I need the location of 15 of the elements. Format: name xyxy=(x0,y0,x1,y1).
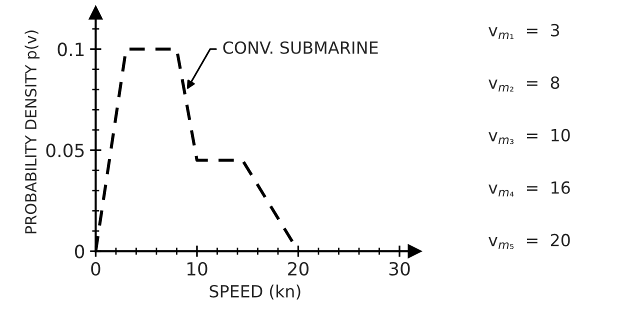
text: v$_{m₅}$ = 20 xyxy=(488,234,570,250)
x-tick-label: 30 xyxy=(389,262,410,276)
text: v$_{m₁}$ = 3 xyxy=(488,24,560,40)
y-tick-label: 0 xyxy=(74,244,84,258)
text: v$_{m₂}$ = 8 xyxy=(488,76,560,92)
x-axis-title: SPEED (kn) xyxy=(210,284,300,300)
x-tick-label: 20 xyxy=(288,262,309,276)
annotation: CONV. SUBMARINE xyxy=(223,41,378,54)
text: v$_{m₃}$ = 10 xyxy=(488,128,570,144)
text: v$_{m₄}$ = 16 xyxy=(488,181,570,196)
x-tick-label: 0 xyxy=(91,262,100,276)
y-tick-label: 0.1 xyxy=(58,42,84,56)
y-tick-label: 0.05 xyxy=(46,144,84,158)
x-tick-label: 10 xyxy=(187,262,208,276)
y-axis-title: PROBABILITY DENSITY p(v) xyxy=(24,30,40,234)
